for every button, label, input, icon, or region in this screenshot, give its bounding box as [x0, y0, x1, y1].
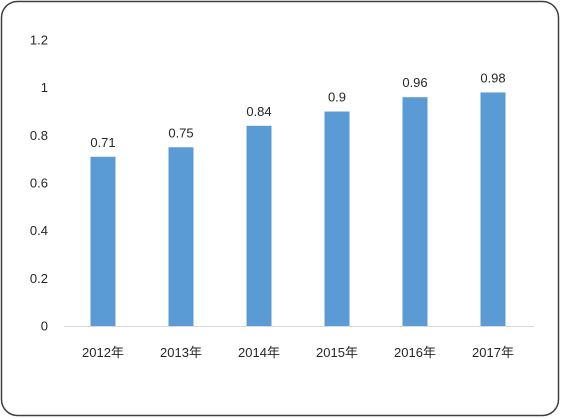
bar: [246, 125, 272, 326]
y-tick-label: 1.2: [30, 33, 48, 48]
bar: [480, 92, 506, 326]
data-label: 0.71: [90, 135, 115, 150]
y-tick-label: 0.2: [30, 271, 48, 286]
x-tick-label: 2014年: [238, 345, 280, 360]
x-tick-label: 2015年: [316, 345, 358, 360]
data-label: 0.9: [328, 90, 346, 105]
data-label: 0.96: [402, 75, 427, 90]
data-label: 0.98: [480, 70, 505, 85]
bar: [168, 147, 194, 326]
data-label: 0.84: [246, 104, 271, 119]
bar: [324, 111, 350, 326]
y-tick-label: 0.4: [30, 223, 48, 238]
y-tick-label: 0.6: [30, 176, 48, 191]
x-axis: 2012年 2013年 2014年 2015年 2016年 2017年: [64, 326, 534, 360]
bar: [90, 156, 116, 326]
x-tick-label: 2013年: [160, 345, 202, 360]
x-tick-label: 2016年: [394, 345, 436, 360]
plot-area: 0.71 0.75 0.84 0.9 0.96 0.98: [90, 70, 506, 326]
y-tick-label: 1: [41, 80, 48, 95]
data-label: 0.75: [168, 125, 193, 140]
y-tick-label: 0.8: [30, 128, 48, 143]
bar: [402, 97, 428, 326]
y-tick-label: 0: [41, 319, 48, 334]
y-axis: 0 0.2 0.4 0.6 0.8 1 1.2: [30, 33, 48, 334]
x-tick-label: 2017年: [472, 345, 514, 360]
x-tick-label: 2012年: [82, 345, 124, 360]
